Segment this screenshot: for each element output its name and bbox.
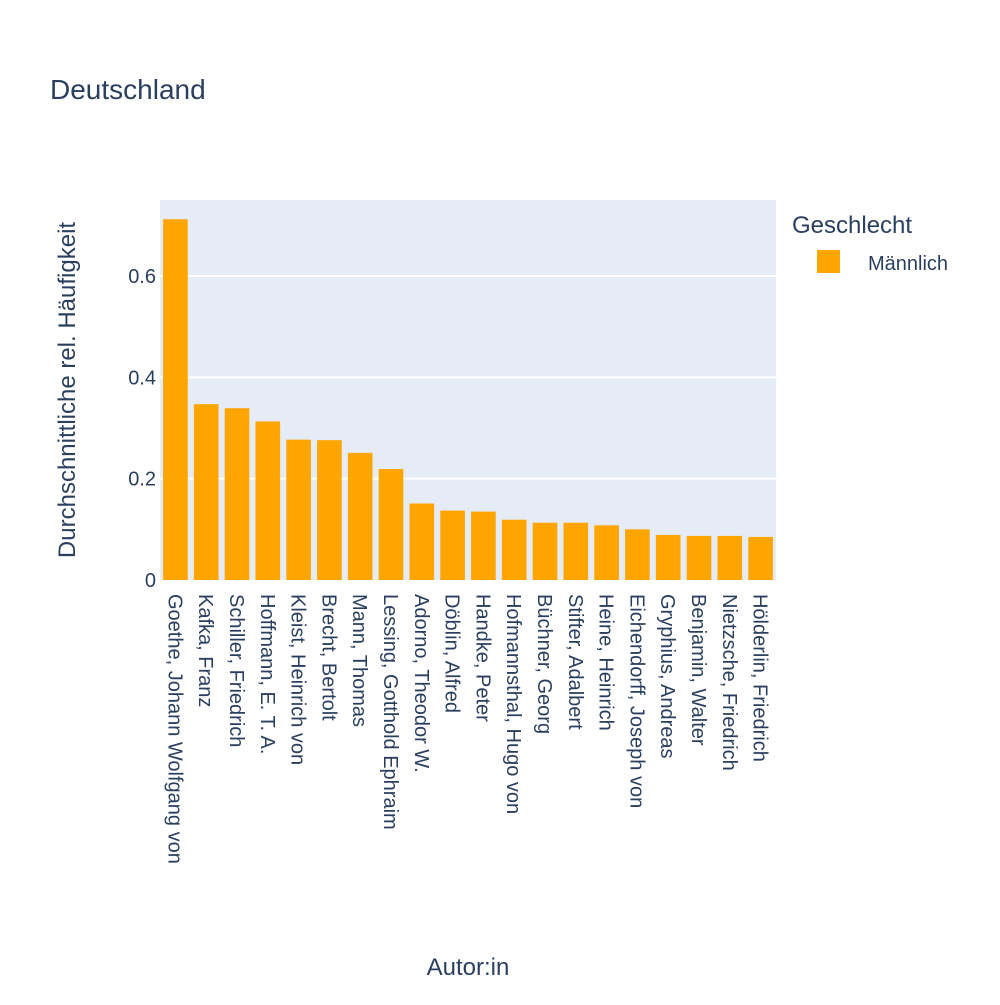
legend: Geschlecht Männlich — [792, 212, 948, 275]
plot-area — [160, 200, 776, 580]
x-tick-label: Schiller, Friedrich — [225, 594, 247, 747]
x-tick-label: Hölderlin, Friedrich — [749, 594, 771, 762]
bar[interactable] — [686, 535, 712, 580]
bar[interactable] — [655, 534, 681, 580]
bar[interactable] — [224, 408, 250, 580]
bar[interactable] — [317, 440, 342, 580]
x-tick-label: Büchner, Georg — [533, 594, 555, 734]
legend-title: Geschlecht — [792, 212, 912, 239]
y-tick-label: 0.4 — [128, 367, 156, 389]
chart-title: Deutschland — [50, 74, 206, 105]
x-tick-label: Kafka, Franz — [194, 594, 216, 707]
bar[interactable] — [409, 503, 435, 580]
bar[interactable] — [193, 404, 219, 580]
bar[interactable] — [347, 452, 373, 580]
y-axis-label: Durchschnittliche rel. Häufigkeit — [54, 222, 81, 558]
legend-item-label: Männlich — [868, 253, 948, 275]
bar[interactable] — [717, 535, 743, 580]
x-tick-label: Hofmannsthal, Hugo von — [502, 594, 524, 814]
bar[interactable] — [471, 511, 496, 580]
bar[interactable] — [440, 510, 465, 580]
bar[interactable] — [255, 421, 281, 580]
bar[interactable] — [163, 219, 188, 580]
x-tick-label: Döblin, Alfred — [441, 594, 463, 713]
x-tick-label: Benjamin, Walter — [687, 594, 709, 746]
y-tick-label: 0.6 — [128, 266, 156, 288]
x-tick-label: Handke, Peter — [471, 594, 493, 722]
bar[interactable] — [378, 469, 404, 580]
x-tick-label: Goethe, Johann Wolfgang von — [163, 594, 185, 864]
bar[interactable] — [286, 439, 311, 580]
bars — [163, 219, 773, 580]
y-tick-label: 0 — [145, 570, 156, 592]
bar[interactable] — [563, 522, 589, 580]
legend-swatch — [817, 250, 840, 273]
x-tick-label: Nietzsche, Friedrich — [718, 594, 740, 771]
x-tick-label: Hoffmann, E. T. A. — [256, 594, 278, 754]
bar[interactable] — [501, 519, 527, 580]
bar[interactable] — [748, 536, 773, 580]
x-tick-label: Eichendorff, Joseph von — [625, 594, 647, 808]
x-axis-ticks: Goethe, Johann Wolfgang von Kafka, Franz S… — [163, 594, 770, 864]
y-axis-ticks: 0 0.2 0.4 0.6 — [128, 266, 156, 592]
x-tick-label: Brecht, Bertolt — [317, 594, 339, 721]
x-axis-label: Autor:in — [427, 954, 510, 981]
legend-item-maennlich[interactable]: Männlich — [817, 250, 948, 275]
x-tick-label: Mann, Thomas — [348, 594, 370, 727]
bar[interactable] — [625, 529, 650, 580]
x-tick-label: Gryphius, Andreas — [656, 594, 678, 759]
bar[interactable] — [594, 525, 619, 580]
y-tick-label: 0.2 — [128, 469, 156, 491]
x-tick-label: Kleist, Heinrich von — [287, 594, 309, 765]
x-tick-label: Lessing, Gotthold Ephraim — [379, 594, 401, 830]
x-tick-label: Stifter, Adalbert — [564, 594, 586, 730]
x-tick-label: Heine, Heinrich — [595, 594, 617, 731]
bar[interactable] — [532, 522, 558, 580]
x-tick-label: Adorno, Theodor W. — [410, 594, 432, 773]
